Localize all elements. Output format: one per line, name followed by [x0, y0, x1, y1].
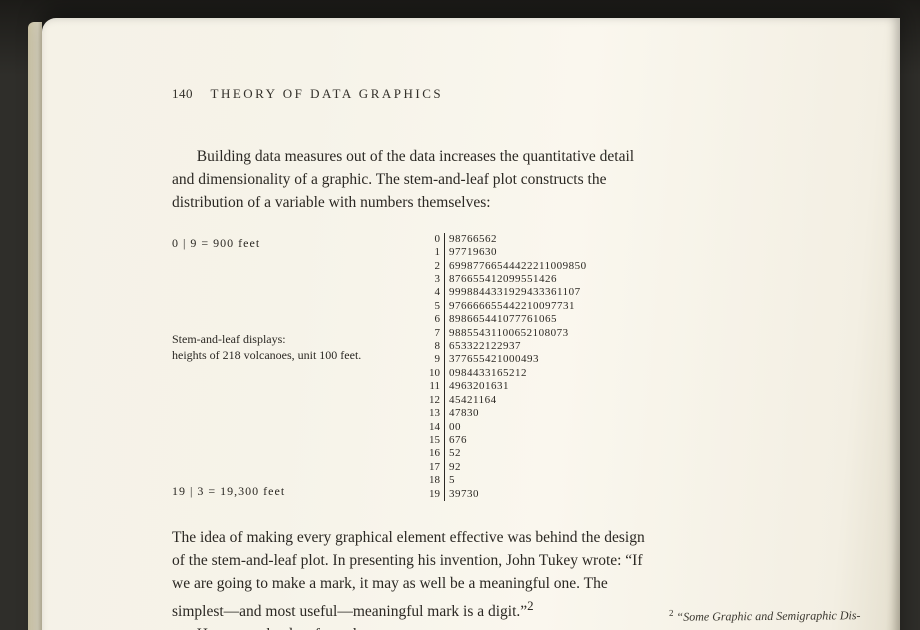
leaf-values: 69987766544422211009850 [445, 260, 587, 273]
leaf-values: 92 [445, 461, 461, 474]
leaf-values: 0984433165212 [445, 367, 527, 380]
leaf-values: 876655412099551426 [445, 273, 557, 286]
outro-fragment: Here, too, the data form the [197, 626, 368, 630]
leaf-values: 39730 [445, 488, 479, 501]
stem-value: 9 [422, 353, 445, 366]
stem-leaf-row: 1652 [422, 447, 587, 460]
stem-leaf-row: 6898665441077761065 [422, 313, 587, 326]
stem-value: 6 [422, 313, 445, 326]
stem-leaf-row: 1245421164 [422, 394, 587, 407]
stem-leaf-row: 100984433165212 [422, 367, 587, 380]
desk-surface: 140 THEORY OF DATA GRAPHICS Building dat… [0, 0, 920, 630]
stem-leaf-row: 197719630 [422, 246, 587, 259]
leaf-values: 47830 [445, 407, 479, 420]
stem-leaf-row: 1400 [422, 421, 587, 434]
leaf-values: 4963201631 [445, 380, 509, 393]
footnote-number: 2 [668, 608, 673, 618]
stem-value: 12 [422, 394, 445, 407]
leaf-values: 653322122937 [445, 340, 521, 353]
stem-value: 13 [422, 407, 445, 420]
book-page: 140 THEORY OF DATA GRAPHICS Building dat… [42, 18, 900, 630]
caption-line-2: heights of 218 volcanoes, unit 100 feet. [172, 347, 422, 363]
stem-value: 1 [422, 246, 445, 259]
stem-leaf-row: 798855431100652108073 [422, 327, 587, 340]
stem-leaf-row: 15676 [422, 434, 587, 447]
stem-leaf-row: 185 [422, 474, 587, 487]
stem-leaf-row: 8653322122937 [422, 340, 587, 353]
stem-leaf-row: 1792 [422, 461, 587, 474]
stem-value: 18 [422, 474, 445, 487]
legend-bottom: 19 | 3 = 19,300 feet [172, 483, 422, 499]
stem-leaf-row: 1939730 [422, 488, 587, 501]
outro-text: The idea of making every graphical eleme… [172, 529, 645, 620]
leaf-values: 45421164 [445, 394, 497, 407]
footnote-text: “Some Graphic and Semigraphic Dis- [676, 608, 860, 624]
leaf-values: 98855431100652108073 [445, 327, 569, 340]
stem-value: 4 [422, 286, 445, 299]
footnote-marker: 2 [527, 598, 533, 613]
leaf-values: 5 [445, 474, 455, 487]
leaf-values: 98766562 [445, 233, 497, 246]
running-head: 140 THEORY OF DATA GRAPHICS [172, 86, 790, 102]
leaf-values: 52 [445, 447, 461, 460]
stem-value: 10 [422, 367, 445, 380]
stem-leaf-block: 0 | 9 = 900 feet Stem-and-leaf displays:… [172, 233, 790, 501]
leaf-values: 898665441077761065 [445, 313, 557, 326]
stem-value: 19 [422, 488, 445, 501]
stem-leaf-row: 1347830 [422, 407, 587, 420]
plot-caption: Stem-and-leaf displays: heights of 218 v… [172, 331, 422, 363]
caption-line-1: Stem-and-leaf displays: [172, 331, 422, 347]
stem-value: 0 [422, 233, 445, 246]
stem-leaf-row: 9377655421000493 [422, 353, 587, 366]
stem-leaf-row: 114963201631 [422, 380, 587, 393]
book-spine [28, 22, 42, 630]
stem-value: 17 [422, 461, 445, 474]
footnote-fragment: 2 “Some Graphic and Semigraphic Dis- [668, 606, 860, 625]
stem-value: 7 [422, 327, 445, 340]
stem-value: 3 [422, 273, 445, 286]
leaf-values: 9998844331929433361107 [445, 286, 581, 299]
running-title: THEORY OF DATA GRAPHICS [211, 86, 444, 101]
stem-value: 16 [422, 447, 445, 460]
stem-value: 14 [422, 421, 445, 434]
page-number: 140 [172, 86, 193, 101]
intro-paragraph: Building data measures out of the data i… [172, 146, 652, 215]
stem-leaf-row: 49998844331929433361107 [422, 286, 587, 299]
leaf-values: 976666655442210097731 [445, 300, 575, 313]
leaf-values: 97719630 [445, 246, 497, 259]
stem-leaf-row: 269987766544422211009850 [422, 260, 587, 273]
stem-value: 5 [422, 300, 445, 313]
outro-paragraph: The idea of making every graphical eleme… [172, 527, 652, 630]
leaf-values: 676 [445, 434, 467, 447]
stem-leaf-row: 5976666655442210097731 [422, 300, 587, 313]
stem-leaf-row: 3876655412099551426 [422, 273, 587, 286]
legend-top: 0 | 9 = 900 feet [172, 235, 422, 251]
leaf-values: 00 [445, 421, 461, 434]
leaf-values: 377655421000493 [445, 353, 539, 366]
stem-leaf-row: 098766562 [422, 233, 587, 246]
plot-side-labels: 0 | 9 = 900 feet Stem-and-leaf displays:… [172, 233, 422, 501]
stem-and-leaf-plot: 0987665621977196302699877665444222110098… [422, 233, 587, 501]
stem-value: 15 [422, 434, 445, 447]
stem-value: 2 [422, 260, 445, 273]
stem-value: 8 [422, 340, 445, 353]
stem-value: 11 [422, 380, 445, 393]
